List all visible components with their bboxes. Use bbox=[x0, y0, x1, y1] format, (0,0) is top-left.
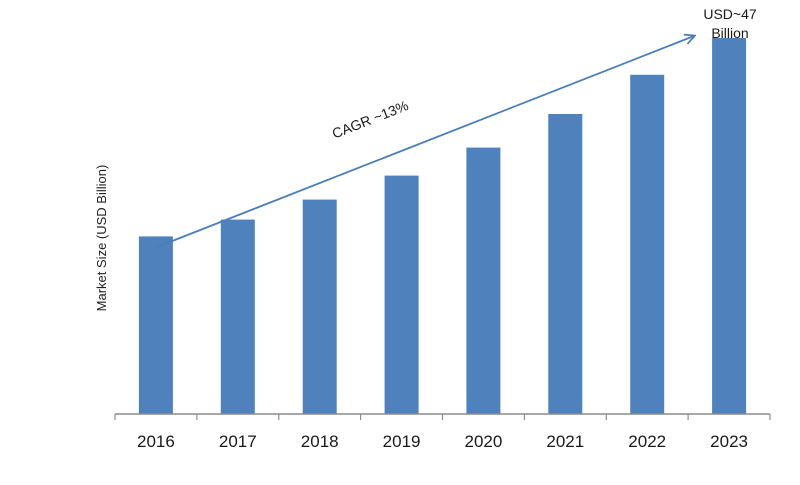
bar-2020 bbox=[466, 147, 501, 414]
x-tick-label-2018: 2018 bbox=[301, 432, 339, 451]
y-axis-label: Market Size (USD Billion) bbox=[94, 165, 109, 312]
x-tick-group: 2016 2017 2018 2019 2020 2021 2022 2023 bbox=[114, 414, 771, 451]
bars-group bbox=[138, 38, 747, 415]
x-tick-label-2016: 2016 bbox=[137, 432, 175, 451]
x-tick-label-2017: 2017 bbox=[219, 432, 257, 451]
cagr-label: CAGR ~13% bbox=[330, 97, 411, 141]
bar-2018 bbox=[302, 199, 337, 414]
bar-2017 bbox=[220, 219, 255, 414]
x-tick-label-2019: 2019 bbox=[383, 432, 421, 451]
end-value-label-line1: USD~47 bbox=[703, 6, 757, 22]
x-tick-label-2021: 2021 bbox=[546, 432, 584, 451]
bar-2023 bbox=[712, 38, 747, 414]
bar-2022 bbox=[630, 74, 665, 415]
bar-2016 bbox=[138, 236, 173, 414]
end-value-label-line2: Billion bbox=[711, 25, 748, 41]
x-tick-label-2020: 2020 bbox=[464, 432, 502, 451]
bar-2021 bbox=[548, 114, 583, 414]
x-tick-label-2022: 2022 bbox=[628, 432, 666, 451]
cagr-arrow bbox=[156, 36, 694, 248]
x-tick-label-2023: 2023 bbox=[710, 432, 748, 451]
bar-2019 bbox=[384, 175, 419, 414]
